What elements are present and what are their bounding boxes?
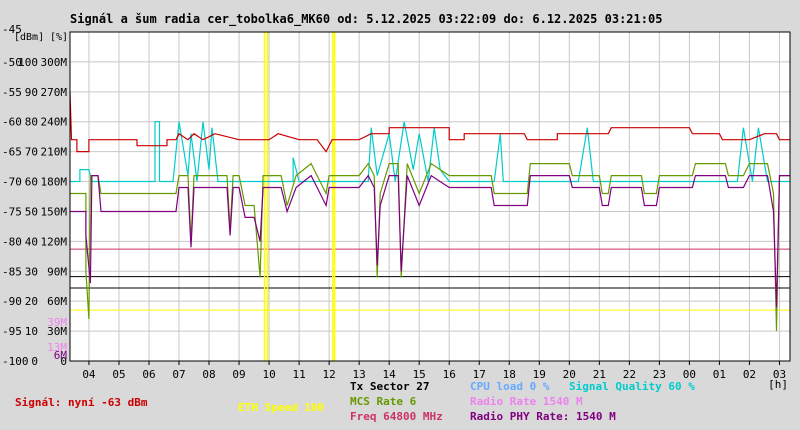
y-tick-rate: 120M: [41, 235, 68, 248]
y-tick-percent: 20: [25, 295, 38, 308]
x-tick-label: 06: [142, 368, 155, 381]
y-tick-percent: 40: [25, 235, 38, 248]
x-tick-label: 15: [413, 368, 426, 381]
y-tick-dbm: -55: [2, 86, 22, 99]
y-tick-percent: 100: [18, 56, 38, 69]
y-extra-label: 13M: [47, 341, 67, 354]
x-tick-label: 11: [292, 368, 305, 381]
y-tick-percent: 90: [25, 86, 38, 99]
y-tick-percent: 70: [25, 146, 38, 159]
series-line: [70, 121, 790, 183]
y-tick-rate: 30M: [47, 325, 67, 338]
legend-entry: Radio PHY Rate: 1540 M: [470, 410, 616, 423]
x-tick-label: 00: [683, 368, 696, 381]
x-tick-label: 23: [653, 368, 666, 381]
y-tick-dbm: -70: [2, 176, 22, 189]
x-tick-label: 02: [743, 368, 756, 381]
x-tick-label: 07: [172, 368, 185, 381]
legend: Tx Sector 27 CPU load 0 % Signal Quality 6…: [15, 380, 695, 423]
y-tick-rate: 210M: [41, 146, 68, 159]
y-tick-percent: 80: [25, 116, 38, 129]
y-tick-rate: 90M: [47, 265, 67, 278]
x-tick-label: 16: [443, 368, 456, 381]
x-tick-label: 22: [623, 368, 636, 381]
series-line: [69, 91, 790, 153]
series-layer: [69, 91, 790, 332]
plot-border: [69, 31, 791, 362]
y-tick-dbm: -75: [2, 205, 22, 218]
x-tick-label: 21: [593, 368, 606, 381]
x-unit-label: [h]: [768, 378, 788, 391]
eth-markers: [263, 32, 336, 361]
y-tick-rate: 180M: [41, 176, 68, 189]
x-tick-label: 12: [322, 368, 335, 381]
y-tick-percent: 10: [25, 325, 38, 338]
legend-entry: Signál: nyní -63 dBm: [15, 396, 148, 409]
y-unit-dbm: [dBm]: [14, 32, 44, 43]
y-tick-percent: 60: [25, 176, 38, 189]
x-tick-label: 09: [232, 368, 245, 381]
x-tick-label: 13: [353, 368, 366, 381]
series-line: [70, 174, 790, 308]
legend-entry: Signal Quality 60 %: [569, 380, 695, 393]
y-tick-percent: 50: [25, 205, 38, 218]
y-tick-dbm: -65: [2, 146, 22, 159]
y-extra-label: 6M: [54, 349, 68, 362]
chart-title: Signál a šum radia cer_tobolka6_MK60 od:…: [70, 12, 662, 27]
x-tick-label: 03: [773, 368, 786, 381]
y-tick-rate: 270M: [41, 86, 68, 99]
x-tick-label: 20: [563, 368, 576, 381]
y-tick-rate: 60M: [47, 295, 67, 308]
x-tick-label: 05: [112, 368, 125, 381]
y-tick-dbm: -60: [2, 116, 22, 129]
y-tick-dbm: -50: [2, 56, 22, 69]
x-tick-label: 14: [383, 368, 397, 381]
x-axis: 04 05 06 07 08 09 10 11 12 13 14 15 16 17 18 19 20 21 22 23…: [82, 361, 788, 391]
y-unit-percent: [%]: [50, 32, 68, 43]
x-tick-label: 17: [473, 368, 486, 381]
y-tick-rate: 0: [60, 355, 67, 368]
legend-entry: Radio Rate 1540 M: [470, 395, 583, 408]
reference-lines: [70, 248, 790, 311]
y-tick-percent: 30: [25, 265, 38, 278]
legend-entry: MCS Rate 6: [350, 395, 417, 408]
legend-entry: ETH Speed 100: [238, 401, 324, 414]
y-tick-percent: 0: [31, 355, 38, 368]
x-tick-label: 04: [82, 368, 96, 381]
plot-area: [70, 32, 790, 361]
x-tick-label: 19: [533, 368, 546, 381]
y-tick-rate: 240M: [41, 116, 68, 129]
y-tick-dbm: -90: [2, 295, 22, 308]
y-tick-rate: 150M: [41, 205, 68, 218]
legend-entry: CPU load 0 %: [470, 380, 550, 393]
legend-entry: Freq 64800 MHz: [350, 410, 443, 423]
y-extra-label: 39M: [47, 316, 67, 329]
y-tick-dbm: -95: [2, 325, 22, 338]
x-tick-label: 18: [503, 368, 516, 381]
x-tick-label: 01: [713, 368, 726, 381]
y-tick-dbm: -45: [2, 23, 22, 36]
y-tick-dbm: -85: [2, 265, 22, 278]
x-tick-label: 10: [262, 368, 275, 381]
legend-entry: Tx Sector 27: [350, 380, 429, 393]
y-tick-rate: 300M: [41, 56, 68, 69]
y-tick-dbm: -100: [2, 355, 29, 368]
x-tick-label: 08: [202, 368, 215, 381]
y-tick-dbm: -80: [2, 235, 22, 248]
